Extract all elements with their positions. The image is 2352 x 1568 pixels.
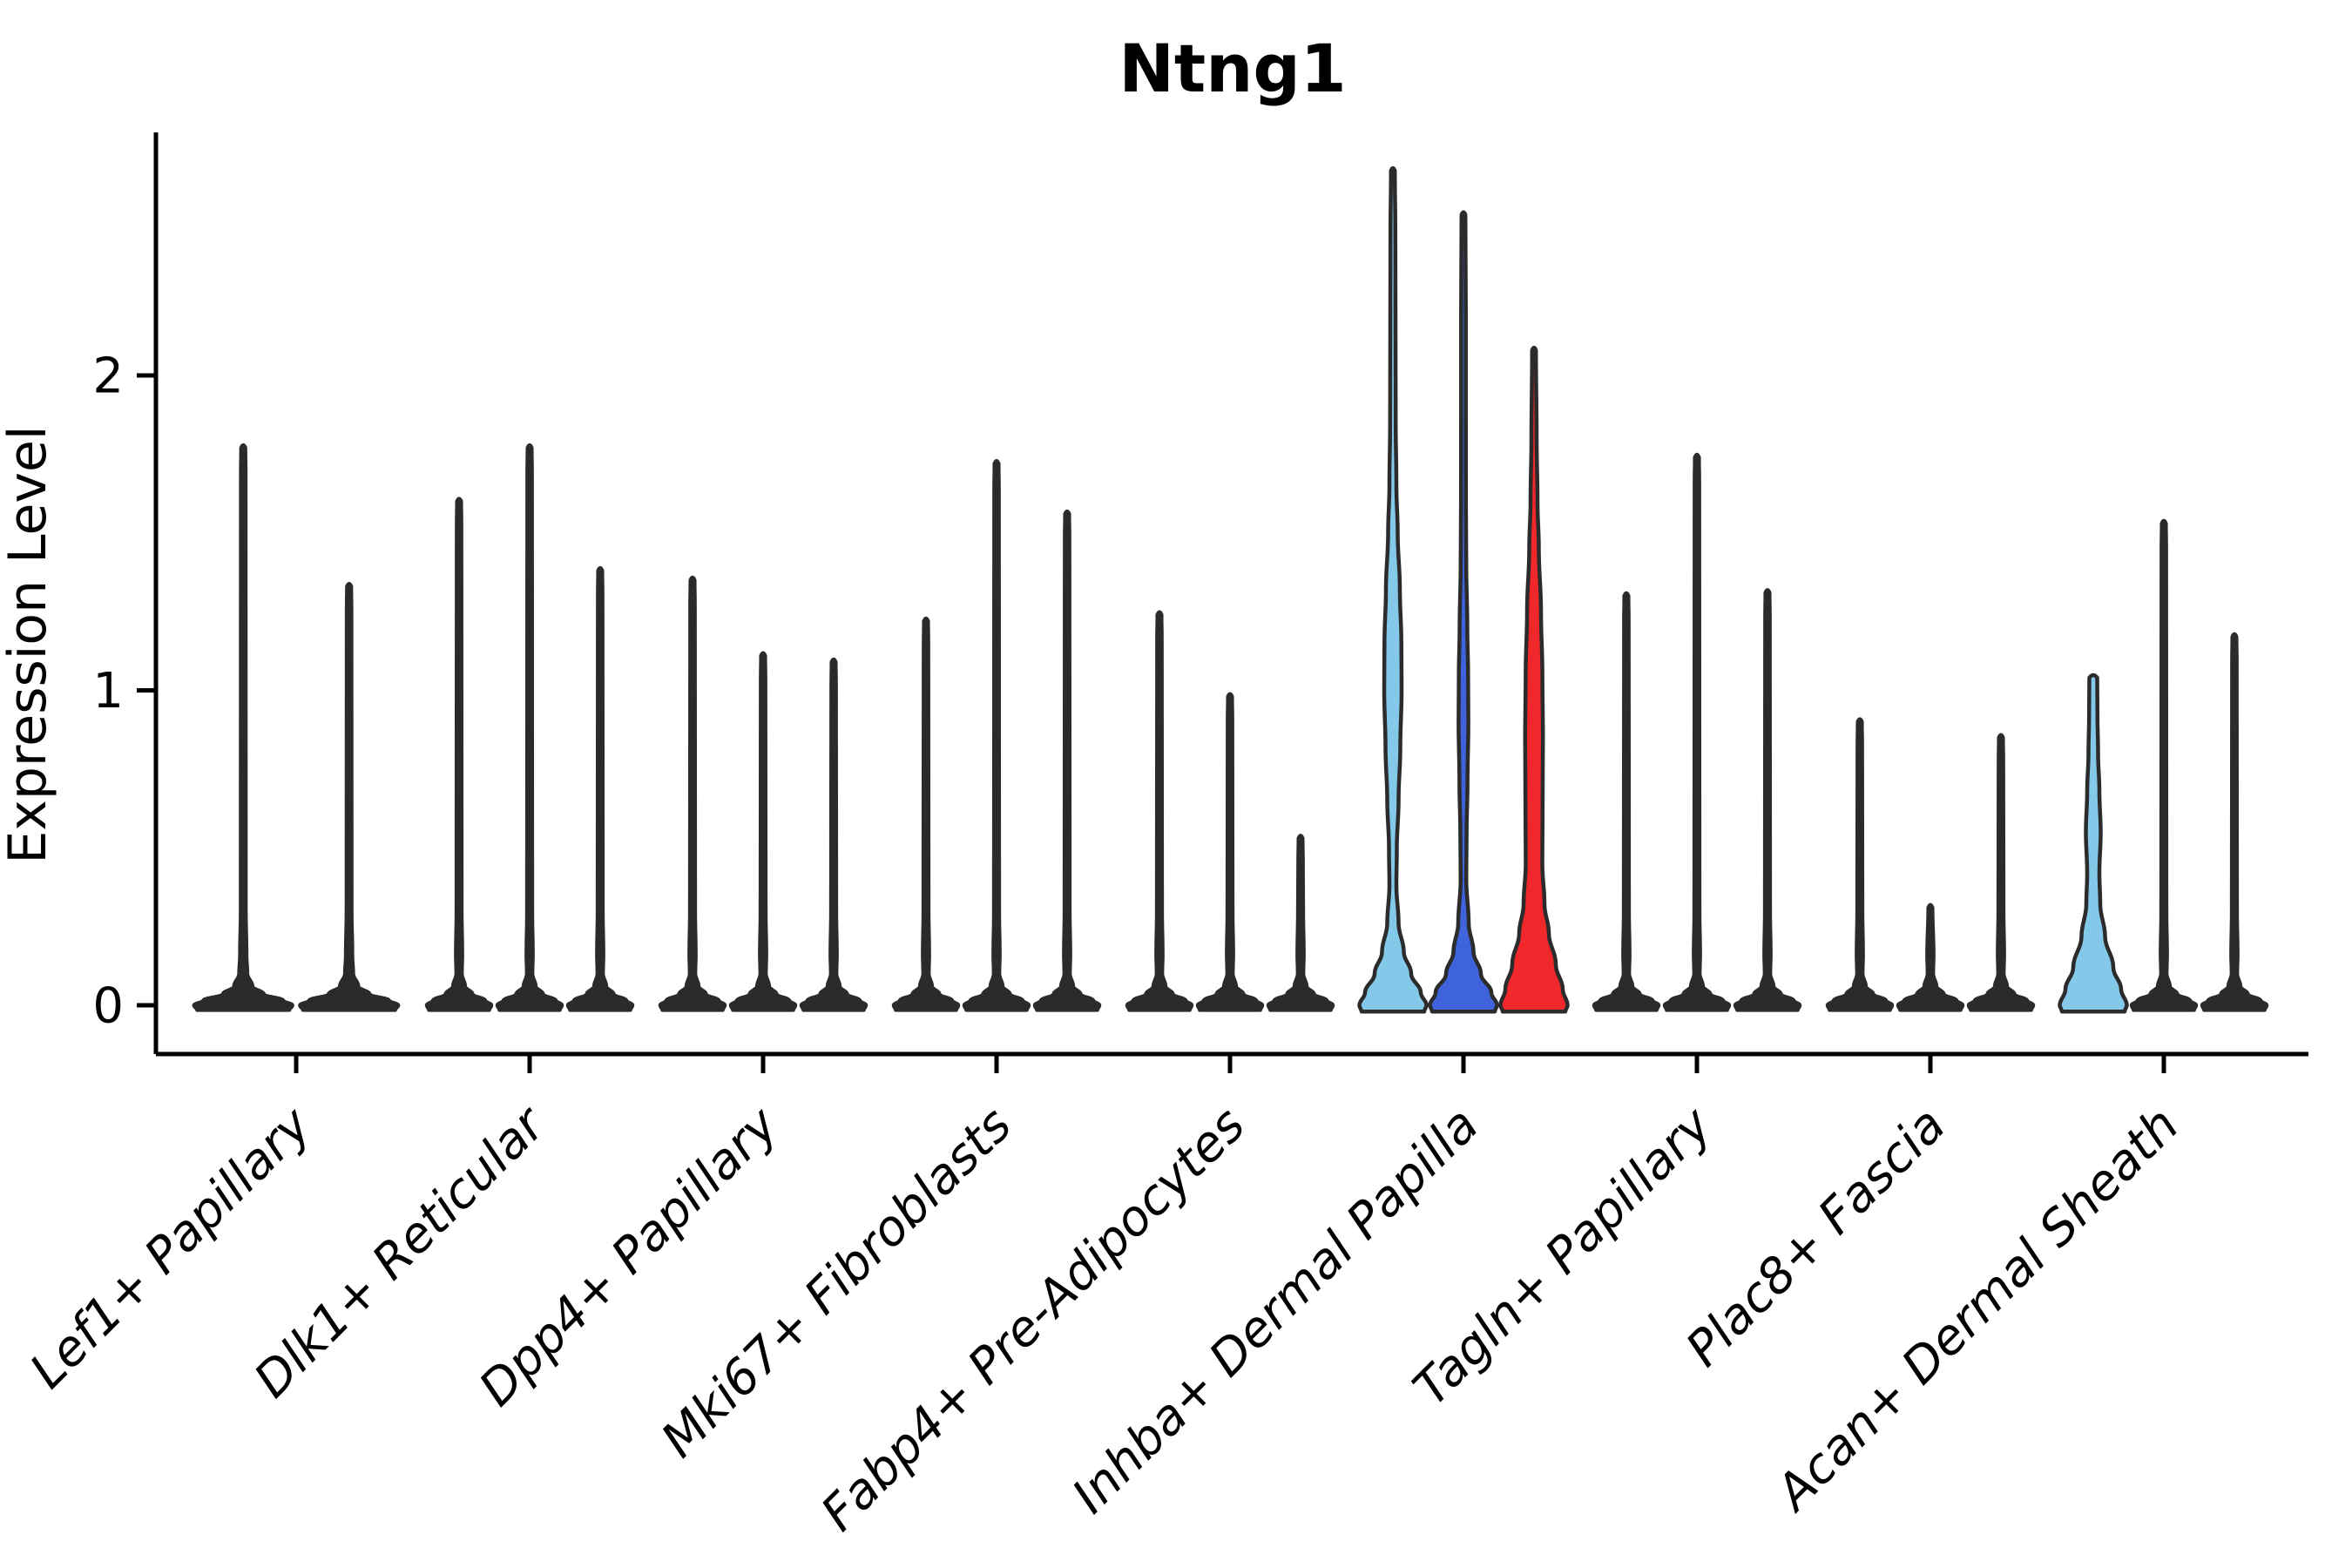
violin-spike: [728, 651, 798, 1012]
y-axis-label: Expression Level: [0, 425, 58, 863]
y-tick-label: 0: [92, 978, 124, 1035]
violin-spike: [1125, 610, 1194, 1012]
plot-title: Ntng1: [1119, 30, 1346, 107]
y-tick-label: 1: [92, 663, 124, 720]
x-category-label: Inhba+ Dermal Papilla: [1062, 1097, 1490, 1524]
violin-spike: [565, 565, 635, 1012]
violin-spike: [424, 497, 494, 1012]
violin-spike: [1733, 588, 1802, 1012]
violin-spike: [799, 657, 868, 1012]
violin-spike: [192, 443, 294, 1012]
violin-spike: [891, 616, 961, 1012]
violin-spike: [962, 459, 1031, 1012]
violin-light_blue: [2058, 672, 2129, 1014]
x-category-label: Fabp4+ Pre-Adipocytes: [811, 1097, 1256, 1542]
x-category-label: Acan+ Dermal Sheath: [1764, 1097, 2190, 1523]
y-tick-label: 2: [92, 348, 124, 405]
violin-spike: [298, 582, 401, 1012]
violin-spike: [1825, 717, 1895, 1012]
violin-red: [1498, 345, 1570, 1014]
violin-spike: [1896, 902, 1965, 1012]
violin-spike: [2200, 632, 2269, 1012]
violin-spike: [495, 443, 564, 1012]
violin-light_blue: [1357, 166, 1429, 1014]
violin-spike: [1032, 509, 1102, 1012]
violin-spike: [1592, 591, 1661, 1012]
violin-spike: [1966, 733, 2036, 1012]
violin-spike: [1662, 452, 1732, 1012]
violin-spike: [2129, 518, 2199, 1012]
violins-layer: [192, 166, 2269, 1014]
violin-spike: [658, 575, 727, 1012]
violin-dark_blue: [1428, 210, 1499, 1014]
violin-spike: [1195, 692, 1265, 1012]
violin-spike: [1266, 834, 1335, 1012]
